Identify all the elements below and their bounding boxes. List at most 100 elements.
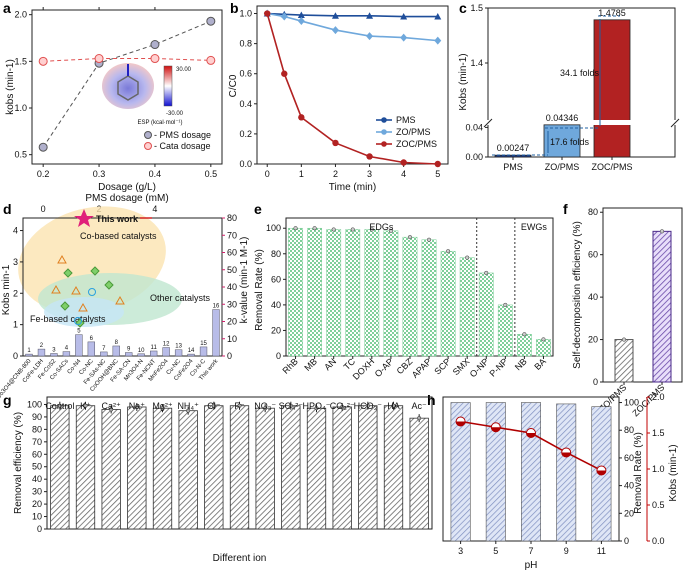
comparison-bar-13 [187, 353, 195, 357]
point-1-3 [331, 26, 339, 35]
y-tick-label: 90 [32, 412, 42, 422]
y-tick-label: 40 [32, 474, 42, 484]
comparison-bar-6 [100, 351, 108, 357]
y-tick-label: 1.0 [239, 9, 252, 19]
x-axis-label: Time (min) [329, 182, 376, 193]
x-tick-label: 3 [367, 169, 372, 179]
bar-cap-2 [109, 407, 114, 412]
y-tick-label: 0 [276, 351, 281, 361]
axis-break-mark [483, 118, 493, 128]
bar-number-9: 10 [138, 348, 145, 354]
bar-number-14: 15 [200, 341, 207, 347]
esp-max-label: 30.00 [176, 67, 192, 73]
y-tick-label: 40 [271, 300, 281, 310]
bar-number-0: 1 [27, 348, 31, 354]
panel-label-c: c [459, 0, 467, 16]
bar-cap-13 [391, 403, 396, 408]
y-tick-label: 70 [32, 437, 42, 447]
x-tick-label: 0.5 [205, 169, 218, 179]
bar-break [593, 120, 631, 125]
y-tick-label: 1 [13, 320, 18, 330]
point-1-0 [38, 56, 48, 66]
bar-number-13: 14 [188, 348, 195, 354]
y-tick-label: 10 [32, 512, 42, 522]
bar-5 [383, 230, 399, 357]
bar-6 [402, 236, 418, 357]
bar-cap-9 [288, 403, 293, 408]
fe-marker-1 [74, 317, 82, 325]
point-1-1 [94, 54, 104, 64]
bar-number-4: 5 [77, 329, 81, 335]
x-tick-label: P-NP [487, 356, 509, 378]
y-tick-label: 80 [588, 207, 598, 217]
kobs-point-fill-4 [596, 470, 606, 475]
y-tick-label: 30 [32, 487, 42, 497]
bar-14 [409, 417, 429, 530]
bar-9 [459, 257, 475, 357]
legend-label-1: - Cata dosage [154, 141, 211, 151]
point-1-2 [150, 54, 160, 64]
y-tick-label: 100 [624, 398, 639, 408]
plot-frame [285, 217, 554, 357]
point-1-3 [206, 55, 216, 65]
ion-label-8: NO₃⁻ [254, 401, 276, 411]
panel-label-d: d [3, 201, 12, 217]
bar-cap-4 [369, 227, 374, 232]
comparison-bar-10 [149, 350, 158, 357]
y-tick-label: 4 [13, 226, 18, 236]
y-tick-label: 80 [32, 424, 42, 434]
series-line-1 [43, 58, 211, 62]
comparison-bar-0 [25, 353, 33, 357]
bar-13 [536, 339, 551, 357]
point-1-1 [280, 12, 288, 21]
y2-tick-label: 80 [227, 213, 237, 223]
legend-marker-0 [381, 117, 387, 123]
bar-3 [556, 403, 577, 542]
y-tick-label: 0.00 [465, 152, 483, 162]
point-0-6 [434, 13, 442, 20]
comparison-bar-11 [162, 347, 170, 357]
panel-label-a: a [3, 0, 11, 16]
y2-tick-label: 2.0 [652, 392, 665, 402]
fold-annotation-1: 17.6 folds [550, 137, 590, 147]
point-2-5 [400, 159, 407, 166]
group-label-fe: Fe-based catalysts [30, 314, 106, 324]
y-tick-label: 1.0 [14, 103, 27, 113]
bar-0 [288, 227, 303, 357]
ion-label-11: CO₃²⁻ [330, 401, 355, 411]
y-tick-label: 40 [624, 481, 634, 491]
bar-cap-3 [134, 404, 139, 410]
comparison-bar-7 [112, 345, 120, 357]
legend-label-0: - PMS dosage [154, 130, 211, 140]
y-tick-label: 2.0 [14, 10, 27, 20]
plot-frame [487, 7, 676, 158]
comparison-bar-15 [212, 309, 220, 357]
comparison-bar-14 [199, 346, 208, 357]
bar-12 [516, 334, 532, 357]
bar-10 [478, 272, 494, 357]
bar-cap-14 [417, 416, 422, 421]
y-tick-label: 0 [37, 524, 42, 534]
x-tick-label: 7 [528, 546, 533, 556]
bar-number-5: 6 [90, 336, 94, 342]
y-tick-label: 0.8 [239, 39, 252, 49]
value-label-2: 1.4785 [598, 8, 626, 18]
y-axis-label: Kobs min-1 [1, 264, 12, 315]
x-tick-label: 0.2 [37, 169, 50, 179]
comparison-bar-3 [62, 351, 71, 357]
bar-cap-7 [426, 237, 432, 242]
bar-cap-7 [237, 403, 242, 408]
ion-label-5: NH₄⁺ [177, 401, 199, 411]
point-0-3 [331, 12, 339, 19]
bar-number-2: 3 [52, 347, 56, 353]
y-axis-label: Removal Rate (%) [254, 249, 265, 331]
bar-4 [364, 229, 380, 357]
fold-annotation-2: 34.1 folds [560, 68, 600, 78]
bar-cap-11 [340, 404, 345, 410]
co-marker-2 [71, 285, 81, 295]
point-0-2 [150, 40, 160, 50]
y2-tick-label: 0.0 [652, 536, 665, 546]
point-0-3 [206, 16, 216, 26]
y2-axis-label: Kobs (min-1) [668, 444, 679, 501]
